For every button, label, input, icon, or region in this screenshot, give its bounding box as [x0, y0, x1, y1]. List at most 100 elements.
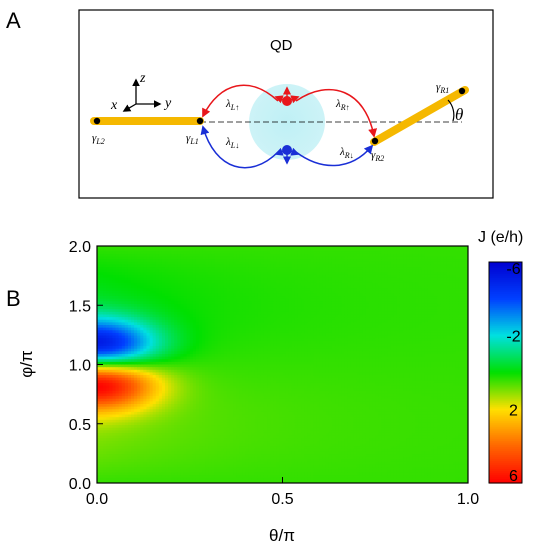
heatmap-cell [158, 367, 163, 371]
heatmap-cell [112, 382, 117, 387]
heatmap-cell [233, 317, 237, 321]
heatmap-cell [239, 327, 243, 331]
heatmap-cell [174, 443, 178, 447]
coupling-arrow-R-down [295, 144, 374, 167]
heatmap-cell [223, 369, 228, 373]
heatmap-cell [112, 251, 117, 255]
heatmap-cell [112, 372, 117, 376]
heatmap-cell [257, 269, 262, 273]
heatmap-cell [118, 448, 123, 452]
heatmap-cell [152, 261, 157, 266]
heatmap-cell [229, 401, 234, 405]
heatmap-cell [248, 438, 253, 442]
heatmap-cell [115, 335, 120, 339]
heatmap-cell [168, 467, 172, 471]
heatmap-cell [131, 469, 135, 474]
heatmap-cell [152, 427, 157, 431]
heatmap-cell [236, 419, 240, 424]
heatmap-cell [121, 306, 126, 310]
heatmap-cell [236, 269, 240, 273]
heatmap-cell [121, 417, 126, 421]
heatmap-cell [239, 469, 243, 474]
heatmap-cell [174, 296, 178, 300]
heatmap-cell [189, 372, 194, 376]
heatmap-cell [263, 274, 268, 279]
heatmap-cell [171, 306, 175, 310]
heatmap-cell [220, 338, 225, 342]
heatmap-cell [168, 269, 172, 273]
heatmap-cell [143, 464, 148, 468]
heatmap-cell [214, 451, 219, 455]
heatmap-cell [214, 417, 219, 421]
heatmap-cell [97, 319, 101, 323]
heatmap-cell [192, 314, 197, 318]
heatmap-cell [205, 385, 209, 389]
heatmap-cell [165, 322, 169, 326]
heatmap-cell [226, 277, 231, 281]
heatmap-cell [158, 425, 163, 429]
heatmap-cell [106, 356, 110, 360]
heatmap-cell [226, 422, 231, 426]
heatmap-cell [131, 348, 135, 352]
heatmap-cell [217, 382, 222, 387]
heatmap-cell [229, 361, 234, 366]
heatmap-cell [97, 325, 101, 329]
heatmap-cell [100, 427, 104, 431]
heatmap-cell [242, 298, 246, 302]
heatmap-cell [223, 335, 228, 339]
heatmap-cell [202, 467, 206, 471]
heatmap-cell [214, 398, 219, 402]
heatmap-cell [149, 390, 154, 395]
heatmap-cell [251, 456, 256, 460]
heatmap-cell [143, 264, 148, 268]
heatmap-cell [140, 246, 144, 250]
heatmap-cell [115, 346, 120, 350]
heatmap-cell [239, 311, 243, 316]
heatmap-cell [118, 438, 123, 442]
heatmap-cell [242, 317, 246, 321]
heatmap-cell [118, 385, 123, 389]
heatmap-cell [161, 311, 166, 316]
heatmap-cell [140, 406, 144, 410]
heatmap-cell [251, 351, 256, 355]
heatmap-cell [146, 382, 151, 387]
heatmap-cell [254, 443, 259, 447]
majorana-point-L2 [93, 117, 101, 125]
heatmap-cell [115, 259, 120, 263]
heatmap-cell [251, 417, 256, 421]
heatmap-cell [257, 351, 262, 355]
heatmap-cell [251, 340, 256, 345]
heatmap-cell [106, 390, 110, 395]
heatmap-cell [208, 306, 212, 310]
heatmap-cell [233, 332, 237, 337]
heatmap-cell [137, 372, 141, 376]
heatmap-cell [236, 372, 240, 376]
heatmap-cell [106, 343, 110, 347]
heatmap-cell [223, 448, 228, 452]
heatmap-cell [208, 443, 212, 447]
heatmap-cell [97, 267, 101, 271]
heatmap-cell [220, 446, 225, 450]
heatmap-cell [146, 267, 151, 271]
heatmap-cell [143, 456, 148, 460]
heatmap-cell [260, 348, 265, 352]
heatmap-cell [192, 359, 197, 363]
heatmap-cell [208, 280, 212, 284]
heatmap-cell [189, 432, 194, 437]
heatmap-cell [233, 348, 237, 352]
heatmap-cell [155, 430, 160, 434]
heatmap-cell [140, 456, 144, 460]
heatmap-cell [161, 361, 166, 366]
heatmap-cell [205, 306, 209, 310]
heatmap-cell [97, 417, 101, 421]
heatmap-cell [103, 285, 107, 289]
heatmap-cell [260, 251, 265, 255]
heatmap-cell [134, 425, 138, 429]
heatmap-cell [168, 409, 172, 413]
heatmap-cell [137, 425, 141, 429]
heatmap-cell [146, 475, 151, 479]
heatmap-cell [208, 425, 212, 429]
heatmap-cell [109, 422, 114, 426]
heatmap-cell [260, 459, 265, 463]
heatmap-cell [131, 340, 135, 345]
